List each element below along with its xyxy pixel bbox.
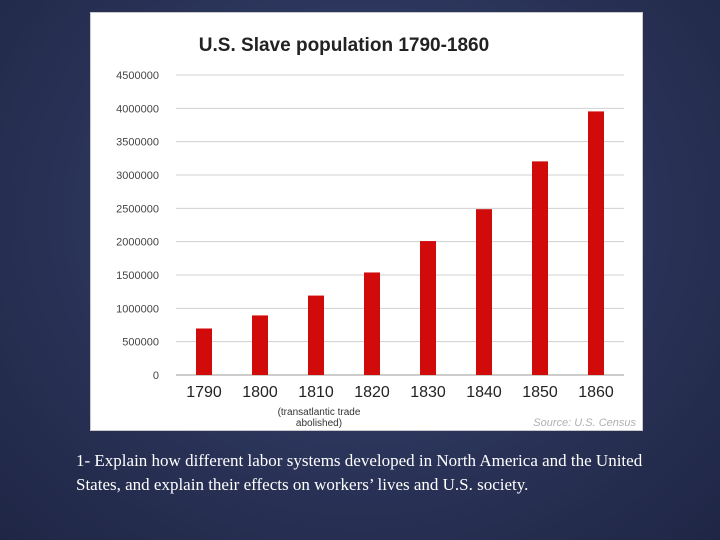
x-tick-label: 1840 bbox=[466, 384, 502, 401]
y-tick-label: 4500000 bbox=[116, 70, 159, 82]
chart-panel: U.S. Slave population 1790-1860 0 500000 1… bbox=[90, 12, 643, 431]
x-tick-label: 1800 bbox=[242, 384, 278, 401]
slave-population-chart: U.S. Slave population 1790-1860 0 500000 1… bbox=[116, 35, 636, 429]
bars-layer bbox=[196, 111, 604, 375]
x-tick-labels: 1790 1800 1810 1820 1830 1840 1850 1860 bbox=[186, 384, 614, 401]
bar-1860 bbox=[588, 111, 604, 375]
annotation-line-2: abolished) bbox=[296, 418, 342, 429]
bar-1790 bbox=[196, 328, 212, 375]
y-tick-labels: 0 500000 1000000 1500000 2000000 2500000 30000… bbox=[116, 70, 159, 382]
chart-title: U.S. Slave population 1790-1860 bbox=[199, 35, 489, 56]
grid-layer bbox=[176, 74, 624, 376]
bar-1830 bbox=[420, 241, 436, 375]
y-tick-label: 1500000 bbox=[116, 270, 159, 282]
bar-1840 bbox=[476, 209, 492, 375]
question-caption: 1- Explain how different labor systems d… bbox=[76, 451, 643, 494]
x-tick-label: 1820 bbox=[354, 384, 390, 401]
x-tick-label: 1860 bbox=[578, 384, 614, 401]
y-tick-label: 1000000 bbox=[116, 303, 159, 315]
y-tick-label: 2500000 bbox=[116, 203, 159, 215]
source-note: Source: U.S. Census bbox=[533, 417, 636, 429]
y-tick-label: 3000000 bbox=[116, 170, 159, 182]
bar-1850 bbox=[532, 161, 548, 375]
bar-1820 bbox=[364, 272, 380, 375]
annotation-line-1: (transatlantic trade bbox=[278, 407, 361, 418]
y-tick-label: 500000 bbox=[122, 337, 159, 349]
y-tick-label: 2000000 bbox=[116, 237, 159, 249]
x-tick-label: 1850 bbox=[522, 384, 558, 401]
x-tick-label: 1810 bbox=[298, 384, 334, 401]
x-tick-label: 1790 bbox=[186, 384, 222, 401]
bar-1800 bbox=[252, 315, 268, 375]
y-tick-label: 4000000 bbox=[116, 103, 159, 115]
y-tick-label: 0 bbox=[153, 370, 159, 382]
x-tick-label: 1830 bbox=[410, 384, 446, 401]
bar-1810 bbox=[308, 295, 324, 375]
y-tick-label: 3500000 bbox=[116, 137, 159, 149]
